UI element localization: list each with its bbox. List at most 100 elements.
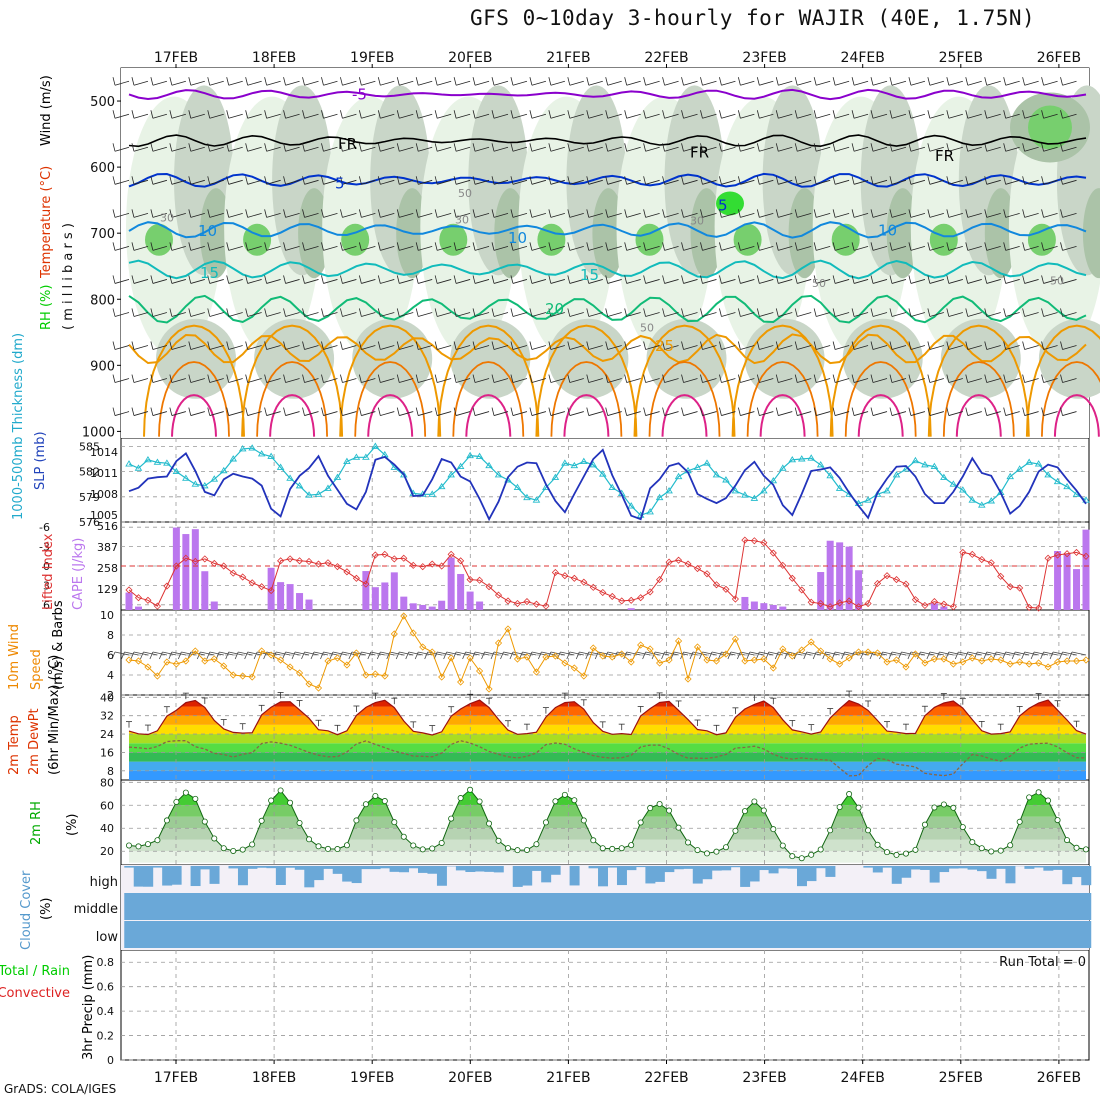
wind-barb [302,242,305,251]
wind-barb [434,143,438,152]
cloud-cell [143,866,154,887]
cloud-cell [285,866,296,868]
wind-barb [708,651,713,660]
data-point [390,555,398,563]
cloud-cell [143,893,154,920]
wind-barb [226,176,230,185]
wind-barb [472,77,476,86]
wind-barb [1041,308,1044,317]
wind-barb [775,77,779,86]
wind-barb [340,308,343,317]
wind-barb [342,345,357,350]
data-point [978,845,985,852]
wind-barb [860,651,864,660]
cloud-cell [901,866,912,878]
wind-barb [927,374,931,383]
wind-barb [169,176,173,185]
wind-barb [247,146,262,152]
cloud-cell [901,893,912,920]
wind-barb [150,275,154,284]
data-point [864,599,872,608]
wind-barb [775,374,779,383]
wind-barb [797,345,812,350]
cloud-cell [313,893,324,920]
wind-barb [794,374,798,383]
data-point [807,598,815,606]
wind-barb [759,179,774,185]
y-axis-title: Convective [0,986,70,1001]
wind-barb [645,146,660,152]
wind-barb [794,143,798,152]
cloud-cell [939,921,950,948]
wind-barb [283,110,286,119]
data-point [296,819,303,826]
cloud-cell [162,893,173,920]
isotherm-arch [731,324,834,437]
wind-barb [150,341,154,350]
y-tick-label: 579 [79,491,100,504]
wind-barb [719,209,722,218]
cloud-cell [598,866,608,887]
wind-barb [889,209,893,218]
wind-barb [358,209,362,218]
wind-barb [643,341,647,350]
wind-barb [586,341,590,350]
wind-barb [737,242,741,251]
wind-barb [437,246,452,251]
data-point [665,487,673,494]
cloud-cell [408,893,419,920]
data-point [598,470,607,477]
data-point [239,672,247,680]
cape-bar [201,571,209,610]
wind-barb [626,113,641,119]
cloud-cell [361,921,372,948]
cloud-cell [417,866,428,873]
wind-barb [380,279,395,284]
cloud-cell [797,866,807,887]
wind-barb [380,345,395,350]
cloud-cell [275,921,286,948]
cloud-cell [730,921,741,948]
cloud-cell [427,921,438,948]
wind-barb [605,341,609,350]
wind-barb [548,77,552,86]
data-point [182,657,190,665]
cape-bar [466,591,474,610]
wind-barb [434,308,438,317]
wind-barb [266,80,281,86]
wind-barb [662,242,665,251]
wind-barb [171,246,186,251]
wind-barb [377,275,381,284]
cloud-cell [853,921,864,948]
data-point [969,839,976,846]
data-point [182,554,190,562]
data-point [419,846,426,853]
cloud-cell [370,921,381,948]
isotherm-arch [648,361,721,437]
wind-barb [774,651,779,660]
wind-barb [929,80,944,86]
wind-barb [500,651,504,660]
cloud-cell [455,893,466,920]
wind-barb [493,113,509,119]
cloud-cell [967,921,978,948]
cape-bar [741,596,749,610]
wind-barb [624,275,628,284]
data-point [656,576,664,584]
wind-barb [396,275,400,284]
wind-barb [114,146,130,152]
contour-label: 30 [160,212,174,225]
wind-barb [247,113,262,119]
data-point [798,646,806,654]
wind-barb [529,143,533,152]
cloud-cell [237,866,248,886]
data-point [229,569,237,577]
wind-barb [522,651,537,656]
wind-barb [721,312,736,317]
wind-barb [200,651,215,656]
wind-barb [702,279,717,284]
data-point [504,597,512,605]
wind-barb [727,651,732,660]
wind-barb [510,407,514,416]
data-point [391,819,398,826]
